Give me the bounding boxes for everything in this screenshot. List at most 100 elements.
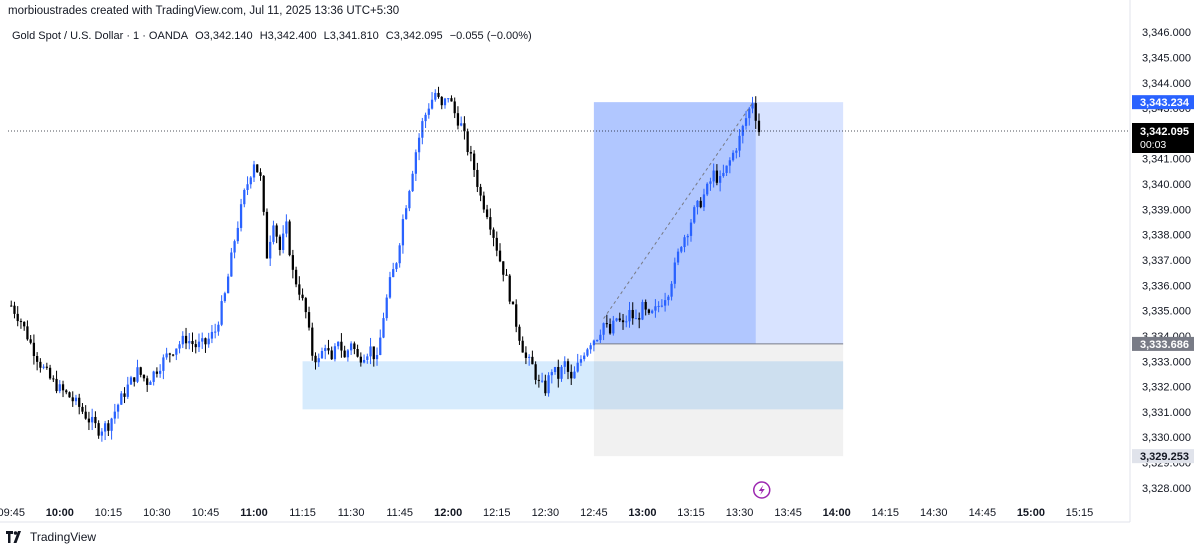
time-tick-label: 14:15 (871, 507, 899, 519)
candle (314, 352, 317, 370)
candle (139, 366, 142, 378)
candle-body (36, 356, 39, 362)
candle-body (42, 366, 45, 368)
candle (531, 350, 534, 365)
price-change: −0.055 (−0.00%) (449, 30, 532, 42)
candle (557, 359, 560, 388)
candle-body (45, 366, 48, 368)
candle (204, 337, 207, 353)
candle (103, 420, 107, 441)
candle (340, 333, 343, 358)
candle-body (502, 261, 505, 275)
candle (586, 347, 589, 357)
candle-body (210, 331, 214, 339)
time-tick-label: 12:00 (434, 507, 462, 519)
candle (602, 322, 605, 341)
candle (42, 364, 45, 370)
candle-body (298, 284, 301, 295)
candle-body (353, 343, 356, 350)
candle (463, 116, 466, 140)
candle (728, 157, 731, 174)
candle (638, 312, 641, 329)
candle-body (10, 305, 13, 307)
candle-body (168, 353, 171, 355)
candle-body (625, 321, 628, 323)
candle-body (479, 186, 482, 196)
candle (133, 377, 136, 387)
time-tick-label: 12:15 (483, 507, 511, 519)
candle-body (32, 342, 36, 357)
price-tick-label: 3,341.000 (1142, 154, 1191, 166)
candle-body (356, 349, 359, 357)
candle-body (26, 326, 29, 340)
candle (757, 113, 761, 136)
candle (712, 163, 715, 188)
candle (440, 96, 443, 110)
candle-body (39, 361, 42, 368)
candle-body (252, 164, 256, 178)
candle-body (712, 170, 715, 182)
candle-body (456, 113, 460, 126)
candle (660, 299, 664, 308)
candle (427, 103, 430, 119)
candle-body (68, 392, 71, 398)
candle (236, 221, 239, 244)
candle-body (395, 263, 398, 270)
candle-body (485, 209, 489, 218)
price-tick-label: 3,335.000 (1142, 306, 1191, 318)
candle (544, 374, 547, 396)
ohlc-open: O3,342.140 (195, 30, 253, 42)
candle (398, 243, 401, 268)
candle-body (291, 255, 294, 270)
time-tick-label: 10:30 (143, 507, 171, 519)
lightning-icon[interactable] (752, 481, 771, 499)
candle-body (249, 177, 252, 185)
candle-body (738, 135, 741, 151)
candle (725, 165, 728, 176)
candle-body (608, 324, 612, 334)
candle-body (641, 301, 644, 320)
candle-body (123, 393, 126, 397)
candle (262, 174, 265, 216)
candle-body (340, 341, 343, 351)
overlay-layer (8, 102, 1128, 499)
candle-body (204, 338, 207, 345)
candle (291, 249, 294, 279)
candle (136, 359, 139, 384)
candle-body (605, 323, 608, 325)
candle (327, 339, 330, 355)
candle-body (184, 335, 188, 344)
candle-body (346, 350, 350, 358)
candle (184, 327, 188, 350)
candle (382, 312, 385, 339)
candle-body (492, 229, 495, 238)
candle (330, 346, 333, 360)
candle-body (133, 377, 136, 382)
candle-body (91, 416, 94, 423)
symbol-name[interactable]: Gold Spot / U.S. Dollar · 1 · OANDA (12, 30, 189, 42)
candle-body (686, 235, 689, 238)
candle (754, 96, 757, 129)
candle (188, 333, 191, 350)
candle (239, 198, 243, 232)
candle (55, 370, 58, 394)
candle-body (385, 297, 388, 319)
candle (676, 248, 680, 266)
candle (392, 262, 395, 278)
candle (226, 273, 230, 294)
stop-zone (593, 343, 844, 457)
candle-body (628, 309, 631, 322)
candle-body (107, 423, 110, 431)
candle (634, 309, 638, 320)
candle (288, 219, 291, 257)
candle (521, 336, 524, 353)
candle-body (583, 355, 586, 360)
candle-body (317, 358, 320, 363)
candle-body (52, 378, 55, 380)
candle-body (443, 98, 447, 106)
candle (311, 322, 314, 361)
candle-body (754, 103, 757, 121)
candle (81, 403, 84, 415)
candle (719, 170, 722, 192)
